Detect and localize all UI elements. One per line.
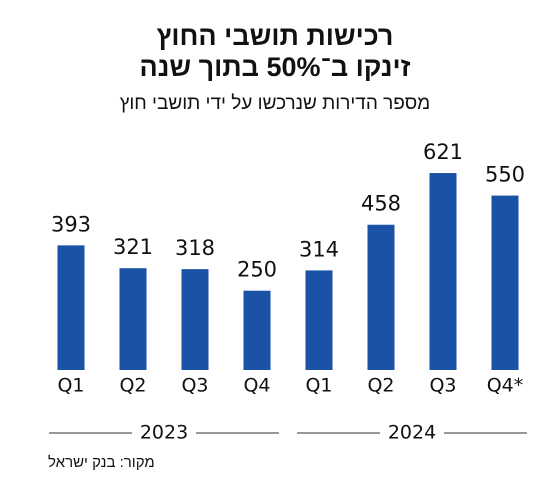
bar — [243, 290, 271, 370]
x-tick-label: Q3 — [429, 375, 456, 397]
x-tick-label: Q2 — [367, 375, 394, 397]
bar — [491, 195, 519, 370]
bar — [305, 270, 333, 370]
chart-subtitle: מספר הדירות שנרכשו על ידי תושבי חוץ — [120, 93, 430, 114]
group-label: 2024 — [388, 422, 436, 444]
bar — [367, 224, 395, 370]
x-tick-label: Q1 — [305, 375, 332, 397]
bar — [429, 173, 457, 370]
source: מקור: בנק ישראל — [48, 454, 155, 471]
value-label: 621 — [423, 140, 463, 164]
bar — [57, 245, 85, 370]
value-label: 458 — [361, 192, 401, 216]
chart-title: זינקו ב־50% בתוך שנה — [139, 52, 410, 82]
x-tick-label: Q4 — [243, 375, 270, 397]
bar — [119, 268, 147, 370]
x-tick-label: Q1 — [57, 375, 84, 397]
x-tick-label: Q3 — [181, 375, 208, 397]
value-label: 314 — [299, 237, 339, 261]
chart-title: רכישות תושבי החוץ — [157, 21, 394, 51]
value-label: 393 — [51, 212, 91, 236]
x-tick-label: Q4* — [487, 375, 524, 397]
x-tick-label: Q2 — [119, 375, 146, 397]
value-label: 321 — [113, 235, 153, 259]
value-label: 250 — [237, 258, 277, 282]
group-label: 2023 — [140, 422, 188, 444]
bar — [181, 269, 209, 370]
value-label: 318 — [175, 236, 215, 260]
value-label: 550 — [485, 163, 525, 187]
